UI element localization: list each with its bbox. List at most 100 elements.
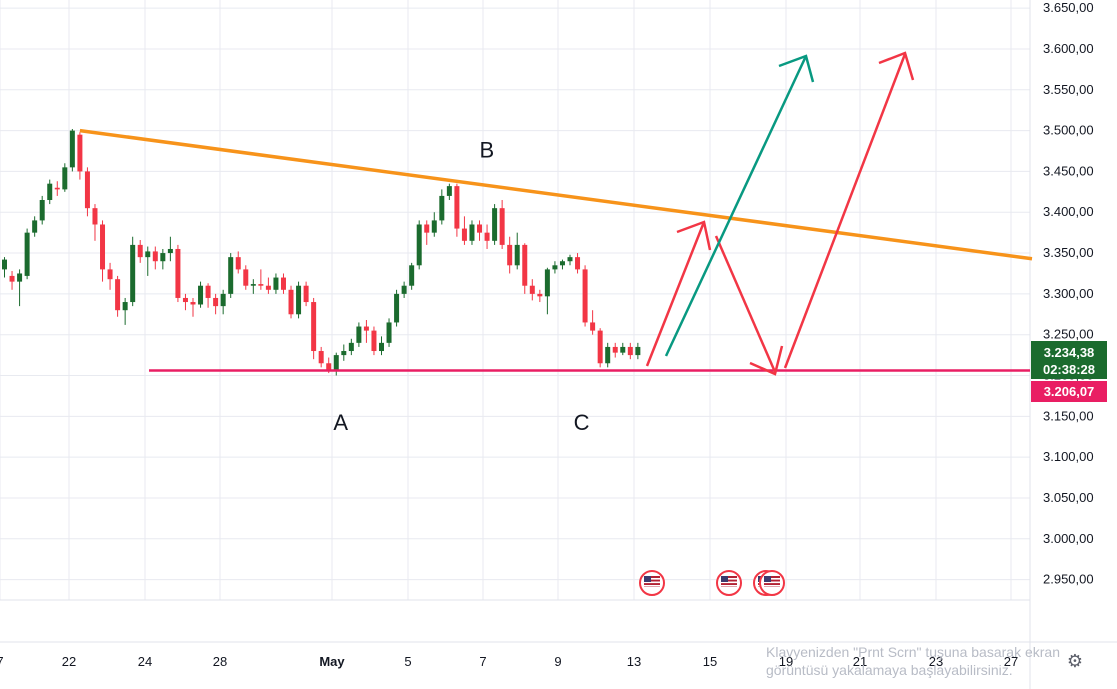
candle — [341, 351, 347, 356]
screenshot-hint: Klavyenizden "Prnt Scrn" tuşuna basarak … — [766, 643, 1060, 679]
candle — [32, 220, 38, 233]
candle — [167, 248, 173, 254]
candle — [409, 265, 415, 286]
candle — [265, 285, 271, 290]
date-tick-label: 15 — [703, 654, 717, 669]
candle — [303, 285, 309, 303]
candle — [152, 251, 158, 262]
candle — [69, 130, 75, 168]
price-tick-label: 3.250,00 — [1043, 327, 1094, 342]
support-price-badge — [1031, 381, 1107, 402]
flag-stripe — [644, 578, 660, 580]
price-tick-label: 3.600,00 — [1043, 41, 1094, 56]
candle — [552, 265, 558, 270]
candle — [130, 244, 136, 303]
us-flag-icon — [639, 570, 665, 596]
candle — [137, 244, 143, 258]
drawings-layer: A B C — [79, 51, 1033, 435]
candle — [175, 248, 181, 298]
price-tick-label: 3.550,00 — [1043, 82, 1094, 97]
candle — [544, 269, 550, 297]
candle — [612, 346, 618, 353]
candle — [326, 363, 332, 372]
candle — [39, 200, 45, 221]
candle — [311, 302, 317, 352]
events-row — [639, 570, 785, 596]
price-tick-label: 3.000,00 — [1043, 531, 1094, 546]
candle — [394, 293, 400, 323]
candle — [9, 275, 15, 282]
candle — [371, 330, 377, 352]
candle — [469, 224, 475, 241]
candle — [205, 285, 211, 298]
candle — [198, 285, 204, 305]
candle — [575, 257, 581, 270]
price-badges: 3.234,38 02:38:28 3.206,07 — [1031, 341, 1107, 402]
candle — [424, 224, 430, 233]
candle — [627, 346, 633, 356]
screenshot-hint-line-2: görüntüsü yakalamaya başlayabilirsiniz. — [766, 662, 1013, 678]
flag-stripe — [721, 578, 737, 580]
candle — [582, 269, 588, 323]
date-tick-label: 9 — [554, 654, 561, 669]
candle — [514, 244, 520, 266]
candle — [605, 346, 611, 364]
candle — [333, 355, 339, 372]
date-tick-label: 24 — [138, 654, 152, 669]
date-tick-label: 13 — [627, 654, 641, 669]
flag-stripe — [644, 585, 660, 587]
support-price-label: 3.206,07 — [1044, 384, 1095, 399]
candle — [17, 273, 23, 282]
candle — [54, 187, 60, 190]
candle — [499, 208, 505, 245]
candle — [537, 293, 543, 297]
scenario-arrow-up-1 — [645, 221, 706, 367]
candle-countdown-label: 02:38:28 — [1043, 362, 1095, 377]
candle — [386, 322, 392, 343]
price-axis[interactable]: 3.650,00 3.600,00 3.550,00 3.500,00 3.450,00… — [1043, 0, 1094, 586]
candle — [492, 208, 498, 241]
us-flag-icon — [716, 570, 742, 596]
date-tick-label: 7 — [0, 654, 4, 669]
candle — [280, 277, 286, 290]
scenario-arrow-up-2 — [783, 53, 907, 369]
date-tick-label: 21 — [853, 654, 867, 669]
flag-canton — [764, 576, 771, 582]
flag-stripe — [644, 581, 660, 584]
flag-stripe — [764, 581, 780, 584]
price-tick-label: 3.050,00 — [1043, 490, 1094, 505]
candle — [597, 330, 603, 364]
candle — [296, 285, 302, 315]
candle — [258, 284, 264, 286]
candle — [356, 326, 362, 343]
scenario-arrowhead-3 — [878, 51, 915, 81]
candle — [190, 302, 196, 305]
gear-icon[interactable]: ⚙ — [1066, 651, 1084, 671]
candle — [122, 302, 128, 311]
candle — [145, 251, 151, 258]
candle — [2, 259, 7, 270]
candle — [348, 342, 354, 352]
candle — [47, 183, 53, 200]
candle — [522, 244, 528, 286]
flag-canton — [644, 576, 651, 582]
candle — [92, 208, 98, 225]
price-tick-label: 3.300,00 — [1043, 286, 1094, 301]
time-axis[interactable]: 7 22 24 28 May 5 7 9 13 15 19 21 23 27 — [0, 654, 1018, 669]
screenshot-hint-line-1: Klavyenizden "Prnt Scrn" tuşuna basarak … — [766, 644, 1060, 660]
price-tick-label: 3.650,00 — [1043, 0, 1094, 15]
resistance-trendline — [79, 128, 1033, 261]
flag-stripe — [721, 585, 737, 587]
candle — [454, 186, 460, 229]
candle — [235, 257, 241, 270]
pattern-point-label: B — [480, 137, 495, 162]
candle — [220, 293, 226, 307]
candle — [461, 228, 467, 241]
date-tick-label: 28 — [213, 654, 227, 669]
candle — [559, 261, 565, 266]
price-tick-label: 3.350,00 — [1043, 245, 1094, 260]
candle — [182, 297, 188, 303]
candle — [288, 289, 294, 315]
candle — [228, 257, 234, 294]
